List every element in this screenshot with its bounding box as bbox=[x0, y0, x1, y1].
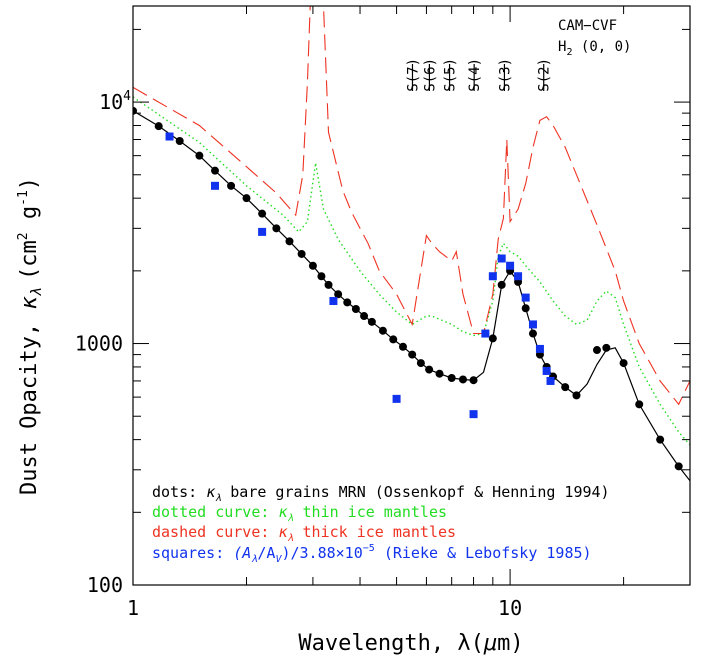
series-line-thin bbox=[133, 96, 690, 446]
data-dot bbox=[272, 224, 281, 233]
data-dot bbox=[602, 343, 611, 352]
data-dot bbox=[416, 359, 425, 368]
legend-entry: dots: κλ bare grains MRN (Ossenkopf & He… bbox=[152, 483, 610, 504]
data-square bbox=[521, 293, 530, 302]
data-dot bbox=[195, 151, 204, 160]
axis-ticks: 1 10 100 1000 104 bbox=[75, 6, 691, 620]
data-square bbox=[542, 366, 551, 375]
data-dot bbox=[308, 261, 317, 270]
x-tick-label: 1 bbox=[127, 596, 139, 620]
series-layer bbox=[133, 6, 690, 482]
h2-line-label: S(7) bbox=[405, 58, 421, 92]
data-dot bbox=[435, 369, 444, 378]
data-square bbox=[506, 261, 515, 270]
h2-line-label: S(4) bbox=[467, 58, 483, 92]
data-dot bbox=[528, 329, 537, 338]
data-dot bbox=[674, 462, 683, 471]
h2-line-label: S(6) bbox=[422, 58, 438, 92]
data-dot bbox=[258, 209, 267, 218]
data-dot bbox=[211, 166, 220, 175]
data-dot bbox=[317, 272, 326, 281]
legend-entry: dashed curve: κλ thick ice mantles bbox=[152, 523, 456, 544]
data-dot bbox=[285, 237, 294, 246]
data-dot bbox=[343, 298, 352, 307]
data-dot bbox=[334, 290, 343, 299]
data-dot bbox=[398, 342, 407, 351]
data-square bbox=[488, 272, 497, 281]
data-dot bbox=[635, 400, 644, 409]
x-axis-label: Wavelength, λ(μm) bbox=[298, 631, 523, 656]
data-dot bbox=[324, 280, 333, 289]
data-square bbox=[514, 272, 523, 281]
data-square bbox=[528, 320, 537, 329]
series-line-bare bbox=[133, 110, 690, 482]
data-dot bbox=[656, 435, 665, 444]
data-dot bbox=[521, 304, 530, 313]
legend-entry: squares: (Aλ/AV)/3.88×10−5 (Rieke & Lebo… bbox=[152, 543, 592, 565]
data-dot bbox=[469, 376, 478, 385]
data-square bbox=[329, 297, 338, 306]
data-dot bbox=[561, 383, 570, 392]
h2-line-label: S(3) bbox=[497, 58, 513, 92]
data-square bbox=[535, 344, 544, 353]
h2-line-markers: S(7) S(6) S(5) S(4) S(3) S(2) bbox=[405, 58, 552, 92]
legend-entry: dotted curve: κλ thin ice mantles bbox=[152, 503, 447, 524]
data-dot bbox=[175, 136, 184, 145]
data-dot bbox=[297, 249, 306, 258]
data-square bbox=[165, 132, 174, 141]
data-dot bbox=[367, 317, 376, 326]
y-tick-label: 104 bbox=[99, 89, 131, 114]
data-dot bbox=[408, 350, 417, 359]
data-square bbox=[497, 254, 506, 263]
legend: dots: κλ bare grains MRN (Ossenkopf & He… bbox=[152, 483, 610, 565]
data-dot bbox=[488, 334, 497, 343]
y-tick-label: 100 bbox=[87, 573, 123, 597]
data-dot bbox=[389, 335, 398, 344]
data-square bbox=[211, 181, 220, 190]
data-dot bbox=[497, 280, 506, 289]
annotation-cam-cvf: CAM−CVF bbox=[558, 18, 617, 34]
data-dot bbox=[425, 365, 434, 374]
data-square bbox=[392, 394, 401, 403]
data-square bbox=[481, 329, 490, 338]
data-dot bbox=[154, 122, 163, 131]
data-dot bbox=[572, 391, 581, 400]
data-square bbox=[546, 376, 555, 385]
data-dot bbox=[227, 181, 236, 190]
data-dot bbox=[242, 194, 251, 203]
data-dot bbox=[351, 305, 360, 314]
y-axis-label: Dust Opacity, κλ(cm2 g-1) bbox=[16, 177, 45, 495]
data-dot bbox=[378, 326, 387, 335]
data-square bbox=[469, 410, 478, 419]
data-dot bbox=[458, 375, 467, 384]
data-dot bbox=[360, 312, 369, 321]
y-tick-label: 1000 bbox=[75, 332, 123, 356]
series-line-thick bbox=[133, 6, 690, 406]
h2-line-label: S(2) bbox=[537, 58, 553, 92]
data-dot bbox=[447, 373, 456, 382]
data-square bbox=[258, 227, 267, 236]
annotation-h2: H2 (0, 0) bbox=[558, 39, 631, 58]
x-tick-label: 10 bbox=[498, 596, 522, 620]
plot-frame bbox=[132, 5, 691, 586]
data-dot bbox=[619, 359, 628, 368]
h2-line-label: S(5) bbox=[443, 58, 459, 92]
data-dot bbox=[592, 346, 601, 355]
